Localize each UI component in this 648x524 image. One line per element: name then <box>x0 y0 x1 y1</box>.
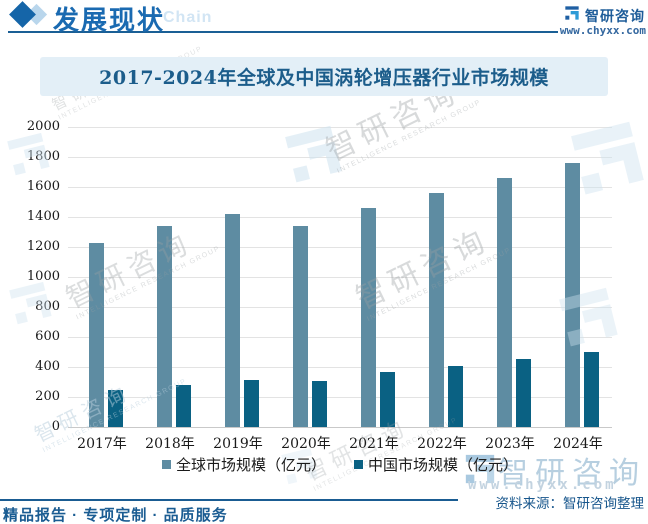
y-tick-0: 0 <box>51 419 60 434</box>
brand-block: 智研咨询 <box>564 5 645 26</box>
chart-title-bar: 2017-2024年全球及中国涡轮增压器行业市场规模 <box>40 57 608 96</box>
gridline-1800 <box>68 157 612 158</box>
bar-global-2022年 <box>429 193 444 427</box>
y-tick-800: 800 <box>35 299 60 314</box>
zhiyan-logo-icon <box>565 6 579 20</box>
footer-divider <box>0 499 458 501</box>
gridline-400 <box>68 367 612 368</box>
x-tick-2021年: 2021年 <box>349 436 399 452</box>
legend-item-china: 中国市场规模（亿元） <box>354 454 518 475</box>
bar-china-2017年 <box>108 389 123 427</box>
data-source-note: 资料来源：智研咨询整理 <box>495 496 645 511</box>
watermark-brand-url: www.chyxx.com <box>468 477 617 493</box>
y-tick-1600: 1600 <box>26 179 60 194</box>
bar-global-2024年 <box>565 163 580 427</box>
y-tick-200: 200 <box>35 389 60 404</box>
y-tick-400: 400 <box>35 359 60 374</box>
brand-url: www.chyxx.com <box>559 24 646 37</box>
brand-name: 智研咨询 <box>585 7 645 24</box>
bar-china-2018年 <box>176 385 191 427</box>
bar-chart: 0 200 400 600 800 1000 1200 1400 1600 1800 2000 <box>0 119 648 434</box>
y-tick-1200: 1200 <box>26 239 60 254</box>
legend-label: 中国市场规模（亿元） <box>368 457 519 474</box>
x-tick-2020年: 2020年 <box>281 436 331 452</box>
gridline-800 <box>68 307 612 308</box>
diamond-icon-dark <box>9 1 36 28</box>
y-tick-1400: 1400 <box>26 209 60 224</box>
bar-global-2020年 <box>293 226 308 427</box>
y-tick-600: 600 <box>35 329 60 344</box>
bar-china-2020年 <box>312 380 327 427</box>
x-tick-2024年: 2024年 <box>553 436 603 452</box>
gridline-1000 <box>68 277 612 278</box>
bar-global-2018年 <box>157 226 172 427</box>
x-tick-2017年: 2017年 <box>77 436 127 452</box>
bar-china-2022年 <box>448 365 463 427</box>
bar-global-2019年 <box>225 214 240 427</box>
gridline-1400 <box>68 217 612 218</box>
header-divider <box>8 31 558 33</box>
x-tick-2018年: 2018年 <box>145 436 195 452</box>
bar-china-2019年 <box>244 379 259 427</box>
bar-china-2021年 <box>380 371 395 427</box>
x-tick-2019年: 2019年 <box>213 436 263 452</box>
footer-tagline: 精品报告 · 专项定制 · 品质服务 <box>3 507 228 524</box>
x-tick-2022年: 2022年 <box>417 436 467 452</box>
chart-legend: 全球市场规模（亿元） 中国市场规模（亿元） <box>68 454 612 475</box>
section-watermark-text: Chain <box>163 9 213 26</box>
y-tick-1800: 1800 <box>26 149 60 164</box>
legend-swatch-icon <box>161 460 171 469</box>
y-tick-2000: 2000 <box>26 119 60 134</box>
section-title: 发展现状 <box>53 5 166 35</box>
gridline-0 <box>68 427 612 428</box>
legend-label: 全球市场规模（亿元） <box>175 457 326 474</box>
bar-global-2017年 <box>89 242 104 427</box>
gridline-1600 <box>68 187 612 188</box>
gridline-2000 <box>68 127 612 128</box>
x-tick-2023年: 2023年 <box>485 436 535 452</box>
bar-global-2021年 <box>361 208 376 427</box>
gridline-600 <box>68 337 612 338</box>
brand-logo-icon <box>564 5 580 26</box>
gridline-200 <box>68 397 612 398</box>
bar-china-2023年 <box>516 358 531 427</box>
bar-global-2023年 <box>497 178 512 427</box>
legend-item-global: 全球市场规模（亿元） <box>161 454 326 475</box>
legend-swatch-icon <box>354 460 363 469</box>
gridline-1200 <box>68 247 612 248</box>
chart-title: 2017-2024年全球及中国涡轮增压器行业市场规模 <box>99 67 549 89</box>
bar-china-2024年 <box>584 352 599 427</box>
watermark-brand-text: 智研咨询 <box>498 457 646 490</box>
y-tick-1000: 1000 <box>26 269 60 284</box>
